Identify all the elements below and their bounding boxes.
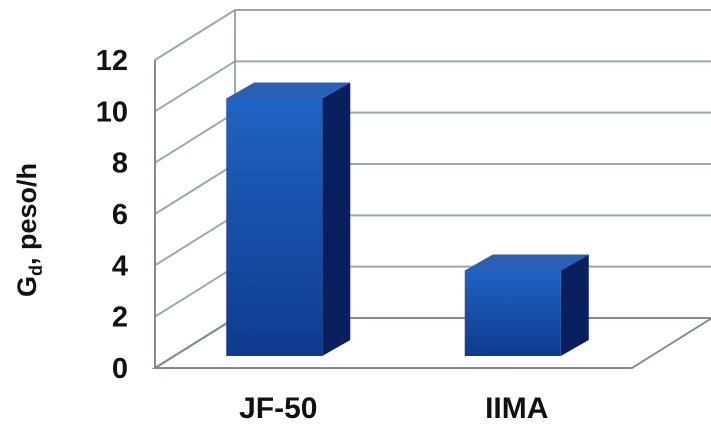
y-axis-title-main: G [12, 276, 42, 297]
y-tick-label: 2 [112, 302, 128, 334]
gridline-side [154, 214, 236, 267]
bar-top [464, 254, 589, 271]
y-tick-label: 10 [96, 96, 128, 128]
gridline-side [154, 265, 236, 318]
bars [226, 82, 589, 356]
floor [151, 317, 711, 369]
bar [226, 82, 351, 356]
x-category-labels: JF-50 IIMA [239, 392, 548, 424]
y-axis-title: Gd, peso/h [12, 163, 46, 297]
bar-top [226, 82, 351, 99]
gridline-side [154, 9, 236, 61]
gridline-side [154, 163, 236, 215]
x-category-label: JF-50 [239, 392, 317, 424]
y-tick-label: 6 [112, 199, 128, 231]
bar-front [226, 98, 323, 356]
gridline-side [154, 111, 236, 164]
x-category-label: IIMA [485, 392, 548, 424]
y-tick-label: 4 [112, 250, 128, 282]
y-axis-title-subscript: d [26, 265, 46, 276]
bar-side [322, 82, 351, 356]
y-tick-label: 12 [96, 45, 128, 77]
bar [464, 254, 589, 356]
y-tick-labels: 0 2 4 6 8 10 12 [96, 45, 128, 385]
y-tick-label: 0 [112, 353, 128, 385]
bar-front [464, 270, 561, 356]
y-axis-title-rest: , peso/h [12, 163, 42, 265]
gridline-side [154, 60, 236, 113]
y-tick-label: 8 [112, 148, 128, 180]
bar-side [560, 254, 589, 356]
